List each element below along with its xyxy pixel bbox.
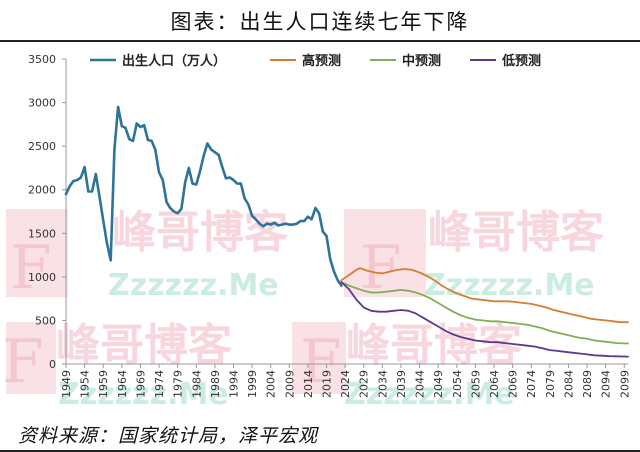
x-tick-label: 1949 [60,370,73,398]
x-tick-label: 2064 [488,370,501,398]
x-tick-label: 2059 [469,370,482,398]
x-tick-label: 2019 [321,370,334,398]
x-tick-label: 2069 [507,370,520,398]
x-tick-label: 2034 [376,370,389,398]
y-tick-label: 0 [49,358,56,371]
y-tick-label: 3000 [28,97,56,110]
source-note: 资料来源：国家统计局，泽平宏观 [18,425,319,447]
page-title: 图表：出生人口连续七年下降 [170,10,470,34]
x-tick-label: 2014 [302,370,315,398]
x-tick-label: 2054 [451,370,464,398]
y-tick-label: 1000 [28,271,56,284]
title-divider [0,40,640,42]
legend-label-mid: 中预测 [402,53,441,69]
x-tick-label: 2044 [414,370,427,398]
x-tick-label: 1964 [116,370,129,398]
bottom-divider [0,450,640,452]
series-line-high [340,267,629,324]
x-tick-label: 2024 [339,370,352,398]
watermark-text-cn: 峰哥博客 [346,320,522,371]
watermark-block [6,209,68,297]
x-tick-label: 2004 [265,370,278,398]
x-tick-label: 2074 [525,370,538,398]
x-tick-label: 1969 [134,370,147,398]
x-tick-label: 2079 [544,370,557,398]
legend-label-high: 高预测 [302,53,341,69]
x-tick-label: 1974 [153,370,166,398]
x-tick-label: 1999 [246,370,259,398]
x-tick-label: 1984 [190,370,203,398]
y-tick-label: 3500 [28,53,56,66]
x-tick-label: 2039 [395,370,408,398]
x-tick-label: 2094 [600,370,613,398]
series-layer [64,105,629,358]
x-tick-label: 1989 [209,370,222,398]
x-tick-label: 1959 [97,370,110,398]
x-tick-label: 2049 [432,370,445,398]
x-tick-label: 2084 [562,370,575,398]
legend-label-actual: 出生人口（万人） [122,53,226,69]
x-tick-label: 1979 [172,370,185,398]
series-line-mid [340,281,629,345]
watermark-text-cn: 峰哥博客 [428,207,604,258]
y-tick-label: 1500 [28,227,56,240]
watermark-text-en: Zzzzzz.Me [344,377,515,412]
y-tick-label: 2000 [28,184,56,197]
legend: 出生人口（万人） 高预测 中预测 低预测 [90,53,541,69]
series-line-low [340,281,629,358]
watermark-text-en: Zzzzzz.Me [58,377,229,412]
x-tick-label: 2009 [283,370,296,398]
watermark-text-cn: 峰哥博客 [56,320,232,371]
legend-label-low: 低预测 [501,53,541,69]
x-tick-label: 1954 [79,370,92,398]
y-tick-label: 500 [35,314,56,327]
watermark-letter: F [10,233,52,303]
x-tick-label: 2089 [581,370,594,398]
watermark-letter: F [300,327,342,397]
watermark-block [344,209,426,297]
watermark-block [292,322,346,394]
watermark-text-en: Zzzzzz.Me [424,268,595,303]
watermark-block [6,322,56,394]
axes: 0 500 1000 1500 2000 2500 3000 3500 1949 1954 1959… [28,53,631,398]
watermark-text-en: Zzzzzz.Me [108,268,279,303]
x-tick-label: 1994 [227,370,240,398]
series-line-actual [64,105,343,287]
y-tick-label: 2500 [28,140,56,153]
watermark-letter: F [2,327,44,397]
x-tick-label: 2099 [618,370,631,398]
watermark-text-cn: 峰哥博客 [112,207,288,258]
x-tick-label: 2029 [358,370,371,398]
